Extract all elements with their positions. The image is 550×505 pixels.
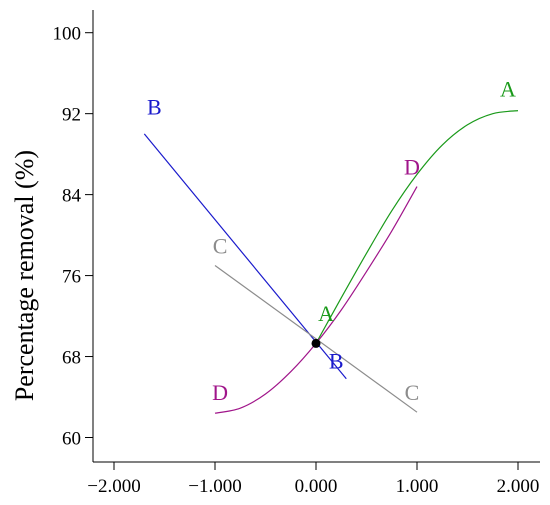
series-line-c — [214, 264, 418, 413]
y-tick-label: 60 — [62, 429, 81, 450]
x-axis-ticks: −2.000 −1.000 0.000 1.000 2.000 — [87, 462, 539, 497]
x-tick-label: −1.000 — [188, 476, 241, 497]
y-axis-ticks: 60 68 76 84 92 100 — [53, 24, 93, 450]
series-line-d — [214, 186, 418, 414]
series-label-d: D — [212, 380, 228, 405]
x-tick-label: 0.000 — [295, 476, 338, 497]
y-tick-label: 84 — [62, 186, 82, 207]
y-tick-label: 92 — [62, 105, 81, 126]
series-label-a: A — [318, 301, 334, 326]
series-label-b: B — [329, 349, 344, 374]
y-tick-label: 68 — [62, 348, 81, 369]
series-label-c: C — [405, 380, 420, 405]
x-tick-label: 1.000 — [396, 476, 439, 497]
x-tick-label: −2.000 — [87, 476, 140, 497]
y-axis-title: Percentage removal (%) — [10, 150, 39, 401]
series-label-c: C — [213, 233, 228, 258]
x-tick-label: 2.000 — [497, 476, 540, 497]
series-line-a — [315, 110, 519, 344]
axes — [92, 10, 540, 463]
series-label-d: D — [404, 154, 420, 179]
series-line-b — [143, 133, 347, 380]
center-point — [311, 338, 321, 348]
series-label-b: B — [147, 95, 162, 120]
y-tick-label: 100 — [53, 24, 82, 45]
y-tick-label: 76 — [62, 267, 81, 288]
series-label-a: A — [500, 76, 516, 101]
